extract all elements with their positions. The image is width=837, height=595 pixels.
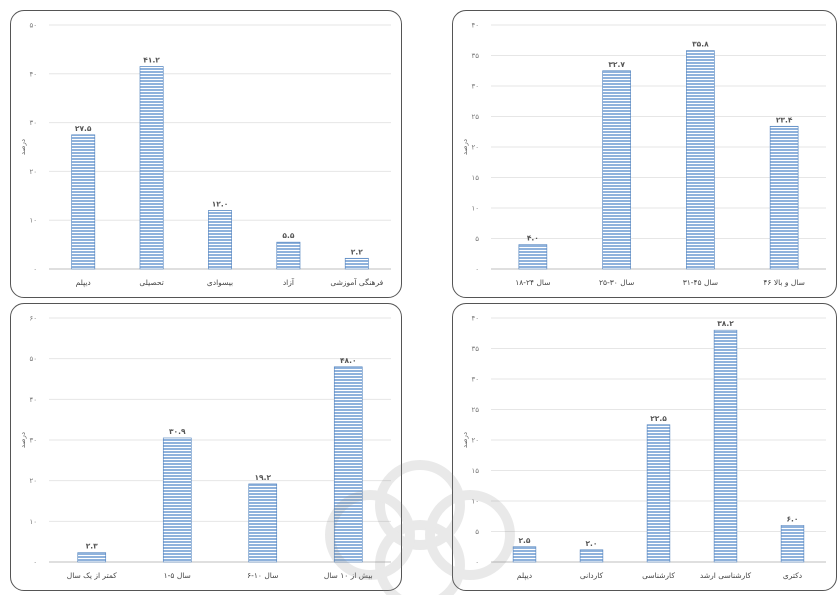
bar	[646, 424, 671, 563]
y-tick-label: ۰	[33, 559, 37, 567]
category-label: دکتری	[783, 571, 802, 580]
chart-panel-top-left: ۰ ۱۰ ۲۰ ۳۰ ۴۰ ۵۰ درصد ۲۷.۵ دیپلم ۴۱.۲ تحصیلی ۱۲.۰ بی…	[10, 10, 402, 298]
y-tick-label: ۳۰	[29, 119, 37, 127]
bar	[248, 483, 278, 563]
data-label: ۳۰.۹	[169, 427, 186, 436]
data-label: ۲.۲	[351, 247, 363, 256]
category-label: آزاد	[283, 277, 295, 287]
bar	[276, 241, 301, 270]
y-tick-label: ۳۰	[471, 83, 479, 91]
y-tick-label: ۱۰	[29, 518, 37, 526]
data-label: ۳۸.۲	[717, 319, 734, 328]
bar	[780, 525, 805, 563]
y-tick-label: ۵	[475, 528, 479, 536]
category-label: کارشناسی	[642, 571, 675, 580]
y-tick-label: ۴۰	[471, 315, 479, 323]
data-label: ۱۹.۲	[254, 473, 271, 482]
category-label: ۴۶ سال و بالا	[763, 278, 805, 287]
data-label: ۲.۰	[585, 539, 597, 548]
data-label: ۳۲.۷	[608, 60, 625, 69]
data-label: ۴۱.۲	[143, 55, 160, 64]
y-tick-label: ۴۰	[29, 396, 37, 404]
category-label: کمتر از یک سال	[67, 571, 117, 580]
data-label: ۴۸.۰	[340, 356, 357, 365]
y-tick-label: ۲۰	[471, 437, 479, 445]
y-tick-label: ۳۵	[471, 52, 479, 60]
category-label: ۳۱-۴۵ سال	[683, 278, 718, 287]
y-tick-label: ۶۰	[29, 315, 37, 323]
y-tick-label: ۴۰	[29, 70, 37, 78]
bar-chart-top-left: ۰ ۱۰ ۲۰ ۳۰ ۴۰ ۵۰ درصد ۲۷.۵ دیپلم ۴۱.۲ تحصیلی ۱۲.۰ بی…	[19, 22, 391, 287]
data-label: ۱۲.۰	[212, 199, 229, 208]
bar-chart-bottom-left: ۰ ۱۰ ۲۰ ۳۰ ۴۰ ۵۰ ۶۰ درصد ۲.۳ کمتر از یک سال ۳۰.۹ ۱-…	[19, 315, 391, 580]
category-label: تحصیلی	[139, 278, 163, 287]
data-label: ۲۲.۵	[650, 414, 667, 423]
data-label: ۲۷.۵	[75, 124, 92, 133]
bar-chart-bottom-right: ۰ ۵ ۱۰ ۱۵ ۲۰ ۲۵ ۳۰ ۳۵ ۴۰ درصد ۲.۵ دیپلم ۲.۰ کاردانی ۲۲…	[461, 315, 826, 580]
category-label: کارشناسی ارشد	[700, 571, 752, 580]
y-axis-label: درصد	[461, 432, 469, 448]
bar	[518, 244, 548, 270]
y-axis-label: درصد	[19, 139, 27, 155]
data-label: ۲۳.۴	[776, 115, 793, 124]
data-label: ۳۵.۸	[692, 40, 709, 49]
y-tick-label: ۱۰	[471, 498, 479, 506]
y-tick-label: ۱۵	[471, 467, 479, 475]
bar-chart-top-right: ۰ ۵ ۱۰ ۱۵ ۲۰ ۲۵ ۳۰ ۳۵ ۴۰ درصد ۴.۰ ۱۸-۲۴ سال ۳۲.۷ ۲۵-۳…	[461, 22, 826, 287]
category-label: ۶-۱۰ سال	[247, 571, 278, 580]
data-label: ۲.۳	[86, 542, 98, 551]
data-label: ۵.۵	[282, 231, 294, 240]
bar	[344, 257, 369, 270]
bar	[713, 329, 738, 563]
y-tick-label: ۱۰	[29, 217, 37, 225]
bar	[77, 552, 107, 563]
chart-panel-bottom-right: ۰ ۵ ۱۰ ۱۵ ۲۰ ۲۵ ۳۰ ۳۵ ۴۰ درصد ۲.۵ دیپلم ۲.۰ کاردانی ۲۲…	[452, 303, 837, 591]
y-tick-label: ۰	[475, 559, 479, 567]
category-label: کاردانی	[580, 571, 604, 580]
y-tick-label: ۵۰	[29, 22, 37, 30]
data-label: ۶.۰	[786, 514, 798, 523]
y-tick-label: ۱۰	[471, 205, 479, 213]
category-label: دیپلم	[517, 571, 532, 580]
bar	[208, 210, 232, 270]
y-tick-label: ۲۰	[29, 477, 37, 485]
y-axis-label: درصد	[461, 139, 469, 155]
category-label: بیسوادی	[207, 278, 233, 287]
y-tick-label: ۵۰	[29, 355, 37, 363]
category-label: ۱۸-۲۴ سال	[515, 278, 550, 287]
chart-panel-top-right: ۰ ۵ ۱۰ ۱۵ ۲۰ ۲۵ ۳۰ ۳۵ ۴۰ درصد ۴.۰ ۱۸-۲۴ سال ۳۲.۷ ۲۵-۳…	[452, 10, 837, 298]
category-label: دیپلم	[76, 278, 91, 287]
bar	[769, 125, 799, 270]
bar	[139, 66, 164, 270]
y-tick-label: ۳۰	[471, 376, 479, 384]
chart-panel-bottom-left: ۰ ۱۰ ۲۰ ۳۰ ۴۰ ۵۰ ۶۰ درصد ۲.۳ کمتر از یک سال ۳۰.۹ ۱-…	[10, 303, 402, 591]
category-label: ۱-۵ سال	[164, 571, 191, 580]
y-axis-label: درصد	[19, 432, 27, 448]
category-label: ۲۵-۳۰ سال	[599, 278, 634, 287]
bar	[162, 437, 192, 563]
y-tick-label: ۲۵	[471, 406, 479, 414]
category-label: بیش از ۱۰ سال	[324, 571, 373, 580]
y-tick-label: ۵	[475, 235, 479, 243]
y-tick-label: ۳۵	[471, 345, 479, 353]
data-label: ۲.۵	[518, 536, 530, 545]
y-tick-label: ۲۵	[471, 113, 479, 121]
category-label: فرهنگی آموزشی	[330, 277, 383, 287]
y-tick-label: ۲۰	[471, 144, 479, 152]
bar	[333, 366, 363, 563]
bar	[512, 546, 537, 563]
y-tick-label: ۴۰	[471, 22, 479, 30]
bar	[71, 134, 96, 270]
data-label: ۴.۰	[527, 234, 539, 243]
y-tick-label: ۱۵	[471, 174, 479, 182]
y-tick-label: ۰	[475, 266, 479, 274]
bar	[686, 50, 715, 270]
y-tick-label: ۲۰	[29, 168, 37, 176]
bar	[579, 549, 604, 563]
y-tick-label: ۳۰	[29, 437, 37, 445]
bar	[602, 70, 631, 270]
y-tick-label: ۰	[33, 266, 37, 274]
